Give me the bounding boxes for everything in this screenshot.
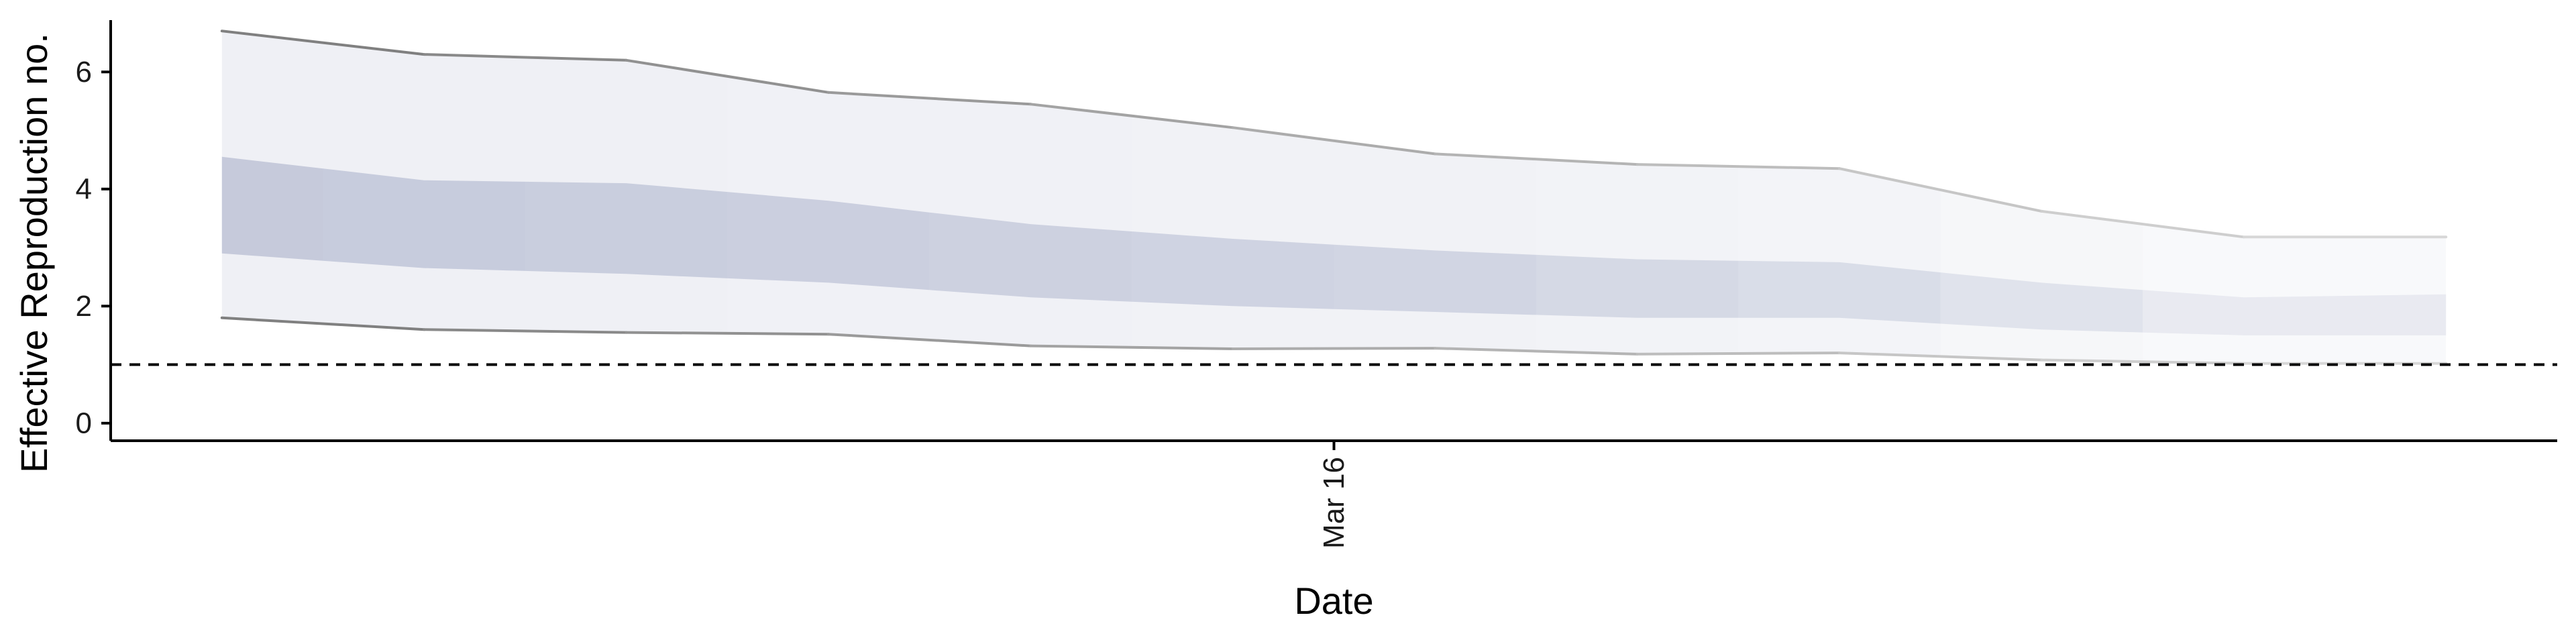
ci90-band-segment — [2143, 224, 2345, 364]
ci90-band-segment — [1334, 140, 1536, 352]
ci90-band-segment — [1132, 115, 1334, 349]
ci50-band-segment — [727, 192, 930, 290]
ci50-band-segment — [929, 212, 1132, 302]
ci50-band-segment — [1536, 254, 1739, 318]
ci90-upper-line-segment — [220, 30, 426, 56]
y-tick-label: 2 — [76, 290, 92, 323]
ci50-band — [221, 156, 2447, 335]
ci50-band-segment — [2345, 294, 2447, 335]
ci90-lower-line-segment — [2040, 358, 2245, 365]
ci90-band-segment — [1940, 190, 2143, 362]
ci50-band-segment — [323, 168, 525, 271]
ci90-upper-line-segment — [1231, 126, 1437, 156]
ci50-band-segment — [1738, 260, 1941, 324]
ci90-band-segment — [1738, 166, 1941, 357]
ci90-band-segment — [2345, 237, 2447, 364]
y-axis-ticks: 0 2 4 6 — [76, 56, 111, 439]
ci90-lower-line-segment — [1029, 344, 1234, 350]
ci90-upper-line-segment — [1029, 103, 1234, 129]
ci50-band-segment — [1940, 272, 2143, 333]
y-tick-label: 0 — [76, 407, 92, 439]
ci50-band-segment — [1132, 231, 1334, 309]
x-axis-ticks: Mar 16 — [1318, 441, 1350, 549]
y-tick-label: 6 — [76, 56, 92, 89]
ci90-lower-line-segment — [625, 331, 830, 336]
ci90-upper-line-segment — [423, 53, 628, 62]
ci50-band-segment — [2143, 290, 2345, 335]
ci90-lower-line-segment — [220, 316, 426, 331]
ci90-upper-line-segment — [1434, 152, 1639, 166]
ci90-band-segment — [525, 57, 728, 333]
ci90-lower-line-segment — [1231, 347, 1437, 350]
ci90-upper-line-segment — [2040, 209, 2245, 239]
ci90-upper-line-segment — [1838, 167, 2043, 213]
ci90-band-segment — [727, 76, 930, 340]
ci90-upper-line-segment — [827, 91, 1032, 106]
ci50-band-segment — [1334, 244, 1536, 315]
ci90-band — [221, 31, 2447, 364]
ci90-lower-line-segment — [1635, 352, 1841, 356]
ci90-lower-line-segment — [827, 333, 1032, 347]
ci90-lower-line-segment — [1434, 347, 1639, 356]
ci90-upper-line-segment — [625, 58, 830, 94]
ci90-band-segment — [1536, 159, 1739, 354]
ci90-upper-line-segment — [1635, 163, 1841, 170]
ci50-band-segment — [525, 181, 728, 278]
ci50-band-segment — [221, 156, 323, 261]
x-tick-label: Mar 16 — [1318, 457, 1350, 549]
ci90-band-segment — [221, 31, 323, 324]
ci90-band-segment — [323, 42, 525, 331]
ci90-lower-line-segment — [1838, 352, 2043, 362]
y-tick-label: 4 — [76, 172, 92, 205]
x-axis-title: Date — [1294, 580, 1373, 622]
ci90-lower-line-segment — [423, 328, 628, 334]
ci90-band-segment — [929, 98, 1132, 347]
y-axis-title: Effective Reproduction no. — [13, 33, 55, 473]
